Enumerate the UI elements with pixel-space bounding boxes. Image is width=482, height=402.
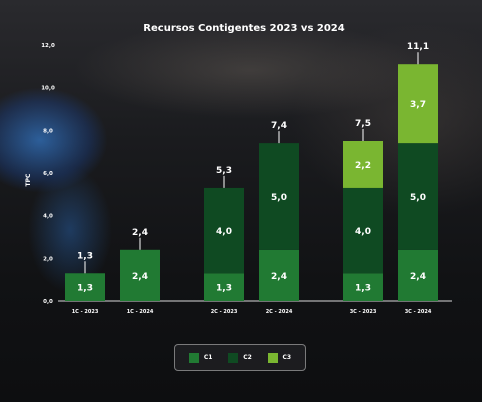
legend-label-c2: C2 — [243, 354, 252, 361]
segment-value-label: 1,3 — [355, 284, 371, 294]
bar-segment-c1 — [65, 273, 105, 301]
y-axis-ticks: 0,0 2,0 4,0 6,0 8,0 10,0 12,0 — [41, 43, 55, 305]
bar-segment-c1 — [398, 249, 438, 301]
segment-value-label: 4,0 — [216, 227, 232, 237]
segment-value-label: 2,4 — [271, 272, 287, 282]
bar-segment-c1 — [343, 273, 383, 301]
x-axis-ticks: 1C - 2023 1C - 2024 2C - 2023 2C - 2024 3C -… — [72, 309, 432, 315]
y-axis-label: TPC — [25, 173, 32, 186]
bars-group: 1,3 1,3 2,4 2,4 1,3 4,0 5,3 2,4 5,0 7,4 1,3 4,0 2,2 7… — [65, 42, 438, 301]
bar-segment-c2 — [259, 143, 299, 250]
legend-label-c3: C3 — [282, 354, 292, 361]
bar-segment-c2 — [398, 143, 438, 250]
segment-value-label: 1,3 — [216, 284, 232, 294]
x-tick-label: 1C - 2024 — [127, 309, 154, 315]
legend-label-c1: C1 — [203, 354, 213, 361]
y-tick-label: 6,0 — [43, 171, 53, 177]
segment-value-label: 5,0 — [410, 193, 426, 203]
segment-value-label: 4,0 — [355, 227, 371, 237]
y-tick-label: 12,0 — [41, 43, 55, 49]
segment-value-label: 1,3 — [77, 284, 93, 294]
bar-segment-c1 — [204, 273, 244, 301]
segment-value-label: 2,2 — [355, 161, 371, 171]
y-tick-label: 2,0 — [43, 256, 53, 262]
legend-swatch-c2 — [228, 352, 239, 363]
legend-item-c1: C1 — [188, 352, 213, 363]
x-tick-label: 3C - 2024 — [405, 309, 432, 315]
x-tick-label: 2C - 2024 — [266, 309, 293, 315]
legend-item-c3: C3 — [267, 352, 292, 363]
x-tick-label: 2C - 2023 — [211, 309, 238, 315]
y-tick-label: 8,0 — [43, 128, 53, 134]
legend-item-c2: C2 — [228, 352, 252, 363]
total-value-label: 11,1 — [407, 42, 429, 52]
legend-swatch-c3 — [267, 352, 278, 363]
legend-swatch-c1 — [188, 352, 199, 363]
bar-segment-c1 — [120, 249, 160, 301]
legend: C1 C2 C3 — [174, 344, 306, 371]
y-tick-label: 10,0 — [41, 86, 55, 92]
segment-value-label: 5,0 — [271, 193, 287, 203]
total-value-label: 2,4 — [132, 228, 148, 238]
x-tick-label: 3C - 2023 — [350, 309, 377, 315]
total-value-label: 7,5 — [355, 119, 371, 129]
total-value-label: 7,4 — [271, 121, 287, 131]
segment-value-label: 3,7 — [410, 100, 426, 110]
bar-segment-c1 — [259, 249, 299, 301]
bar-segment-c3 — [343, 141, 383, 188]
segment-value-label: 2,4 — [410, 272, 426, 282]
bar-segment-c3 — [398, 64, 438, 144]
bar-segment-c2 — [343, 187, 383, 274]
bar-segment-c2 — [204, 187, 244, 274]
chart-title: Recursos Contigentes 2023 vs 2024 — [143, 23, 344, 34]
segment-value-label: 2,4 — [132, 272, 148, 282]
total-value-label: 1,3 — [77, 251, 93, 261]
y-tick-label: 0,0 — [43, 299, 53, 305]
total-value-label: 5,3 — [216, 166, 232, 176]
x-tick-label: 1C - 2023 — [72, 309, 99, 315]
y-tick-label: 4,0 — [43, 214, 53, 220]
